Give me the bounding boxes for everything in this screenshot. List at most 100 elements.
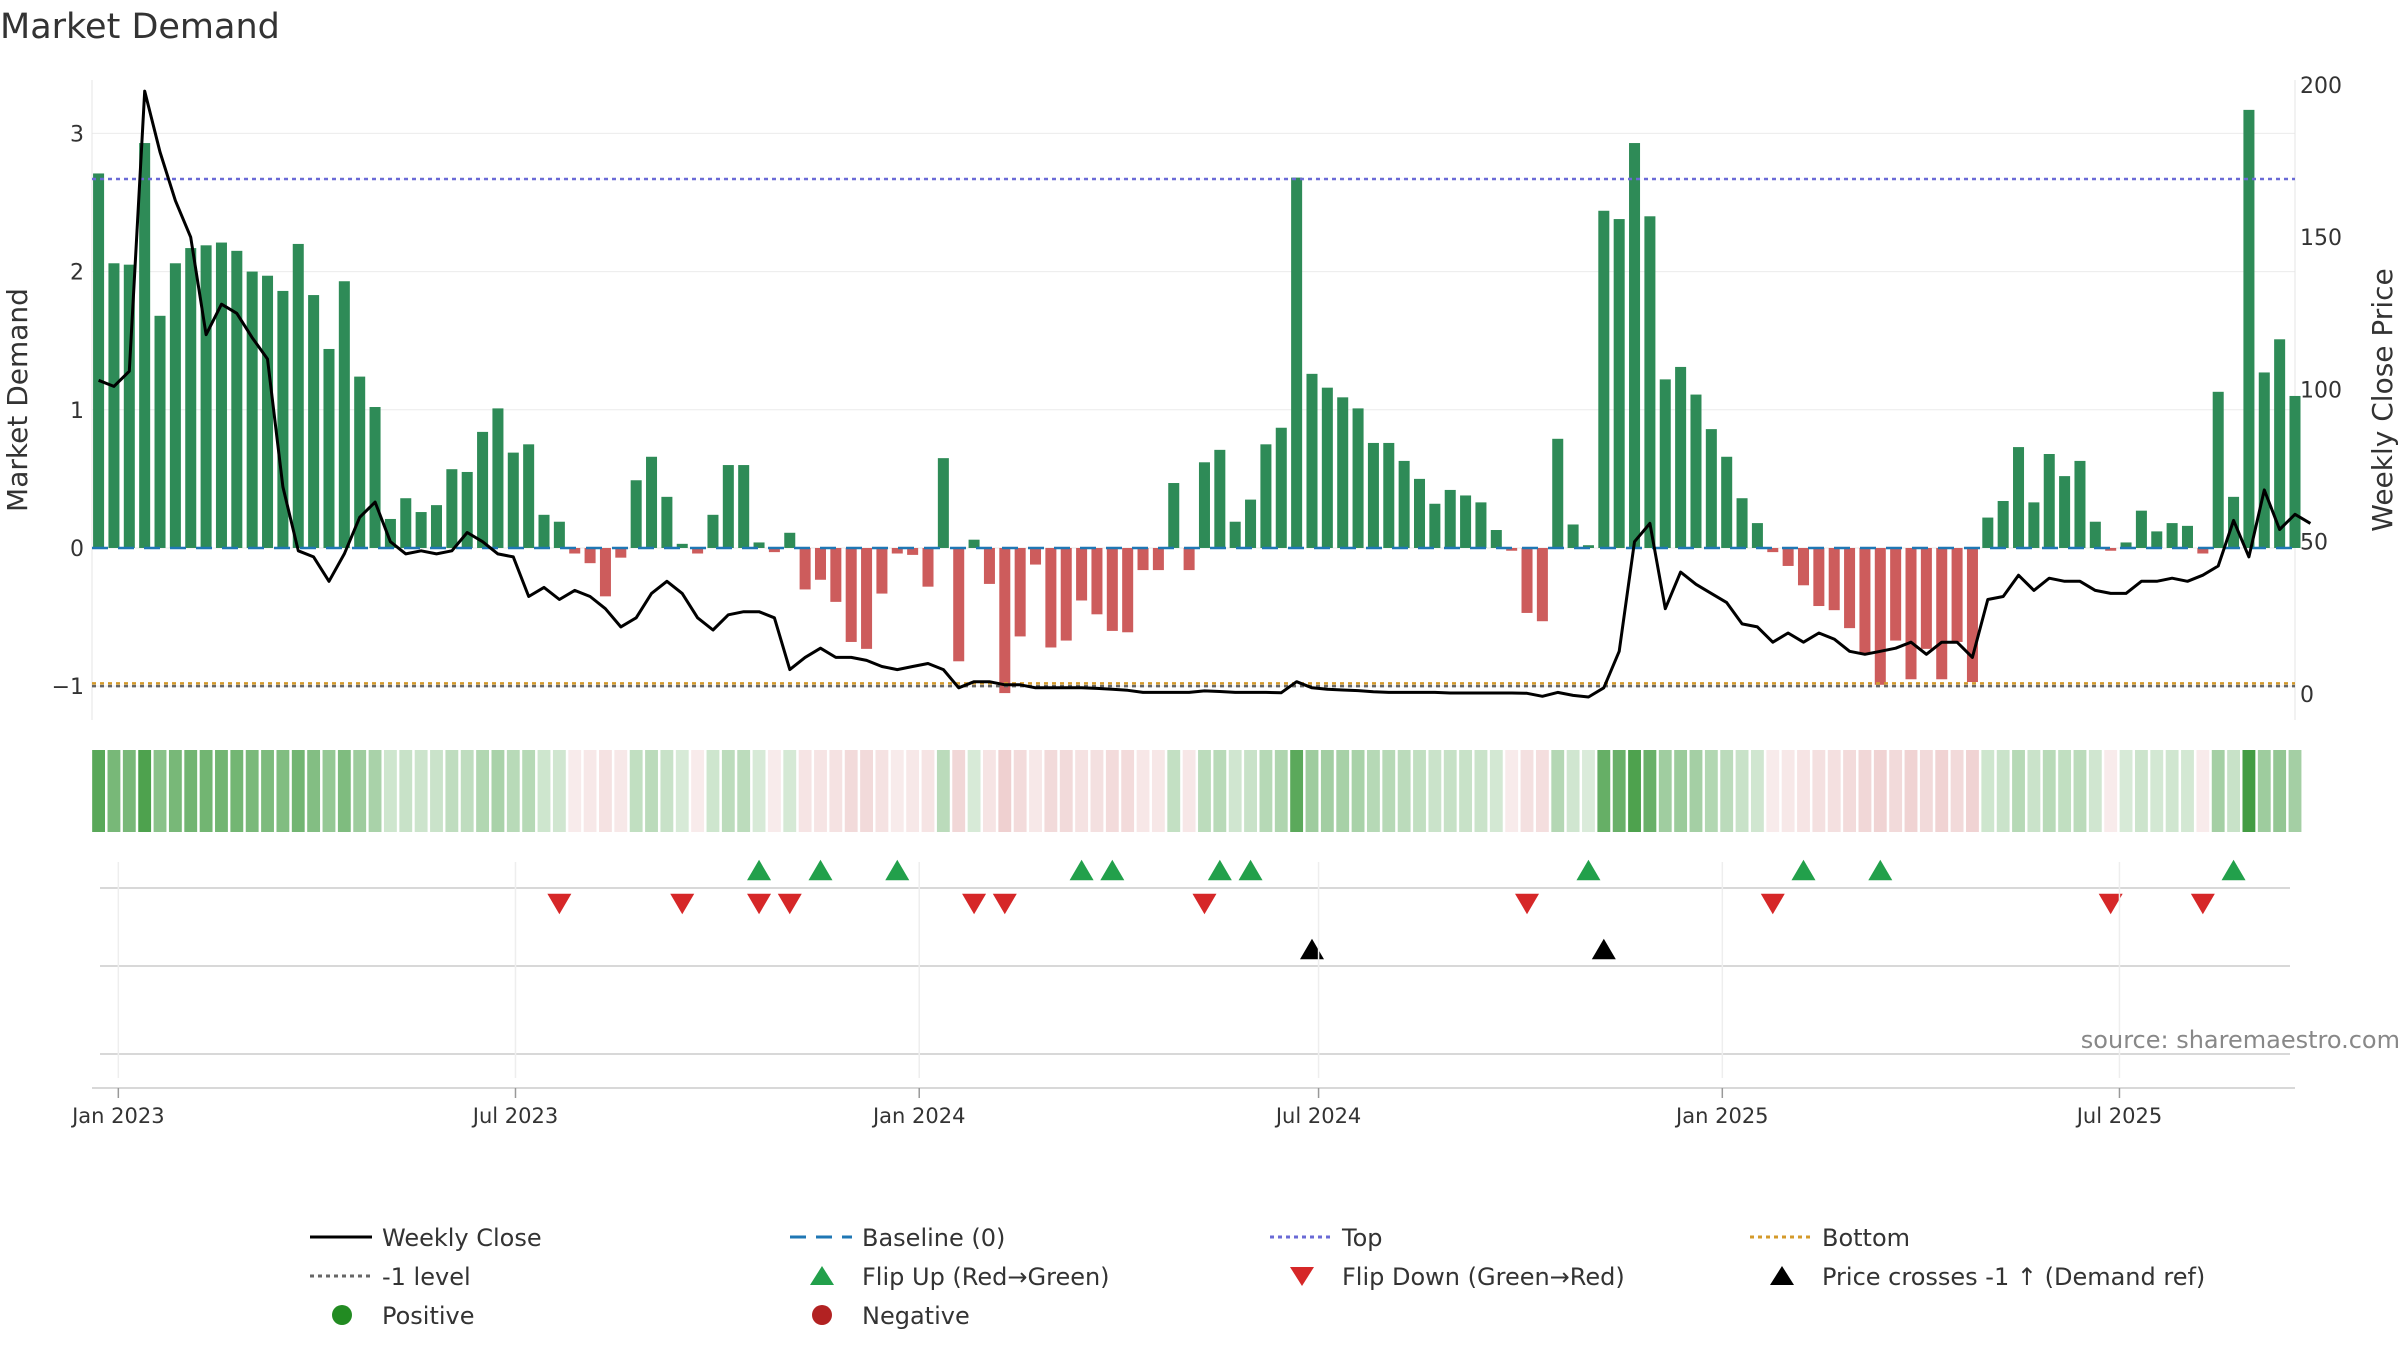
heat-cell [1766,750,1780,832]
flip-down-marker [1760,893,1785,915]
heat-cell [814,750,827,832]
flip-down-marker [992,893,1017,915]
demand-bar [1582,545,1594,548]
heat-cell [752,750,766,832]
heat-cell [1735,750,1749,832]
demand-bar [1936,547,1948,680]
demand-bar [1598,210,1610,548]
demand-bar [1260,444,1272,548]
demand-bar [538,514,550,548]
flip-up-marker [2221,859,2246,881]
demand-bar [1613,219,1625,548]
heat-cell [276,750,290,832]
heat-cell [2181,750,2194,832]
grid-lines [91,80,2296,720]
demand-bar [1997,500,2009,548]
heat-cell [445,750,459,832]
heat-cell [1551,750,1565,832]
demand-bar [93,173,105,548]
demand-bar [1629,143,1641,548]
heat-cell [2104,750,2118,832]
demand-bar [1060,547,1072,641]
demand-bar [492,408,504,548]
price-cross-marker [1299,938,1324,960]
demand-bar [2013,447,2025,548]
demand-bar [876,547,888,594]
date-tick-label: Jan 2024 [871,1104,966,1128]
legend-label: Top [1341,1224,1383,1252]
heat-cell [1812,750,1826,832]
heat-cell [767,750,781,832]
flip-up-marker [1868,859,1893,881]
flip-up-marker [1069,859,1094,881]
demand-bar [1490,530,1502,548]
heat-cell [322,750,336,832]
demand-bar [1229,521,1241,548]
demand-bar [584,547,596,564]
demand-bar [1045,547,1057,648]
heat-cell [2242,750,2256,832]
heat-cell [2073,750,2087,832]
demand-bar [2243,109,2255,548]
demand-bar [231,250,243,548]
heat-cell [1797,750,1810,832]
demand-bar [784,532,796,548]
heat-cell [890,750,904,832]
demand-bar [814,547,826,580]
demand-bar [1536,547,1548,622]
demand-bar [1275,427,1287,548]
date-tick-label: Jan 2025 [1674,1104,1769,1128]
demand-bar [907,547,919,555]
heat-cell [2042,750,2056,832]
demand-bar [1137,547,1149,571]
demand-bar [722,465,734,548]
heat-cell [537,750,551,832]
demand-bar [1567,524,1579,548]
demand-bar [937,458,949,548]
heat-cell [1428,750,1442,832]
legend-label: -1 level [382,1263,471,1291]
legend-label: Flip Up (Red→Green) [862,1263,1110,1291]
demand-bar [1475,502,1487,548]
demand-bar [615,547,627,558]
legend-swatch-triangle-down [1290,1267,1314,1286]
demand-bar [2181,525,2193,548]
heat-cell [230,750,244,832]
heat-cell [383,750,397,832]
demand-bar [2074,460,2086,548]
demand-bar [2212,391,2224,548]
demand-bar [1797,547,1810,586]
demand-bar [1444,489,1456,548]
heat-cell [1966,750,1979,832]
demand-bar [2120,542,2132,548]
heat-cell [645,750,658,832]
heat-cell [1597,750,1611,832]
demand-bar [2197,547,2209,554]
demand-bar [169,263,181,548]
demand-bar [1705,429,1717,548]
price-cross-marker [1591,938,1616,960]
demand-bar [2274,339,2286,548]
y-tick-label: 3 [70,122,84,147]
flip-down-marker [962,893,987,915]
demand-bar [246,271,258,548]
heat-cell [1274,750,1288,832]
demand-bar [999,547,1011,694]
heat-cell [1520,750,1534,832]
heat-cell [706,750,720,832]
heat-cell [1535,750,1549,832]
heat-cell [2196,750,2210,832]
heat-cell [184,750,198,832]
demand-bar [799,547,811,590]
demand-bar [768,547,780,553]
heat-cell [1919,750,1933,832]
weekly-close-line [98,89,2312,699]
demand-bars [93,109,2301,694]
chart-title: Market Demand [0,7,280,47]
date-axis: Jan 2023 Jul 2023 Jan 2024 Jul 2024 Jan 2025… [70,862,2162,1128]
y-tick-label: 0 [70,537,84,562]
demand-bar [1091,547,1103,615]
demand-bar [2028,502,2040,548]
heat-cell [138,750,152,832]
